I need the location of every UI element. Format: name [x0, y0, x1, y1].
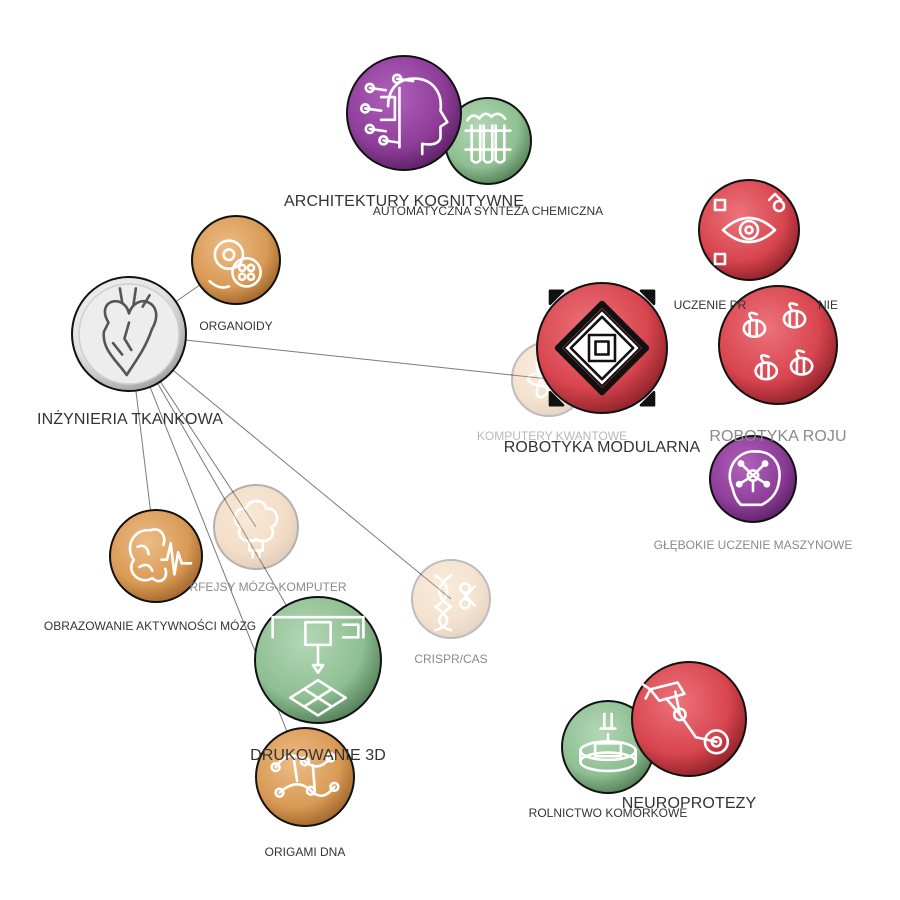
brain-head-icon	[359, 73, 449, 156]
node-label-uczenie-tail: NIE	[818, 298, 838, 312]
dna-origami-icon	[270, 752, 340, 798]
printer-3d-icon	[271, 615, 365, 717]
node-rolnictwo[interactable]	[561, 700, 655, 794]
node-label-organoidy: ORGANOIDY	[199, 319, 272, 333]
node-label-inzynieria: INŻYNIERIA TKANKOWA	[37, 409, 223, 428]
node-label-architektury: ARCHITEKTURY KOGNITYWNE	[284, 193, 524, 210]
node-circle-crispr[interactable]	[411, 559, 491, 639]
node-architektury[interactable]	[346, 55, 462, 171]
node-label-rolnictwo: ROLNICTWO KOMÓRKOWE	[529, 805, 688, 820]
node-inzynieria[interactable]	[71, 276, 187, 392]
node-origami[interactable]	[255, 727, 355, 827]
cells-icon	[208, 239, 262, 289]
swarm-bees-icon	[742, 302, 814, 381]
node-label-robotyka-roju: ROBOTYKA ROJU	[709, 428, 846, 445]
edge-inzynieria-komputery	[128, 333, 550, 380]
node-obrazowanie[interactable]	[109, 509, 203, 603]
node-label-robotyka-modularna: ROBOTYKA MODULARNA	[504, 439, 701, 456]
node-circle-origami[interactable]	[255, 727, 355, 827]
node-circle-glebokie[interactable]	[709, 435, 797, 523]
node-label-origami: ORIGAMI DNA	[265, 845, 346, 859]
node-circle-neuroprotezy[interactable]	[631, 661, 747, 777]
node-label-uczenie: UCZENIE PR	[674, 298, 747, 312]
node-crispr[interactable]	[411, 559, 491, 639]
edge-inzynieria-crispr	[128, 333, 452, 600]
node-circle-uczenie[interactable]	[698, 179, 800, 281]
node-organoidy[interactable]	[191, 215, 281, 305]
modular-diamond-icon	[548, 289, 656, 407]
node-label-komputery: KOMPUTERY KWANTOWE	[477, 429, 627, 443]
brain-wave-icon	[128, 528, 193, 583]
neural-head-icon	[728, 450, 781, 507]
node-glebokie[interactable]	[709, 435, 797, 523]
node-drukowanie[interactable]	[254, 596, 382, 724]
node-label-crispr: CRISPR/CAS	[414, 652, 487, 666]
heart-icon	[102, 287, 158, 377]
brain-chip-icon	[233, 499, 279, 559]
graph-nodes	[71, 55, 838, 827]
node-interfejsy[interactable]	[213, 484, 299, 570]
node-circle-organoidy[interactable]	[191, 215, 281, 305]
node-neuroprotezy[interactable]	[631, 661, 747, 777]
robotic-arm-icon	[642, 681, 730, 755]
node-circle-obrazowanie[interactable]	[109, 509, 203, 603]
node-automatyczna[interactable]	[444, 97, 532, 185]
node-uczenie[interactable]	[698, 179, 800, 281]
node-label-drukowanie: DRUKOWANIE 3D	[250, 747, 386, 764]
eye-cubes-icon	[713, 192, 786, 266]
test-tubes-icon	[464, 112, 512, 164]
dna-scissors-icon	[434, 574, 476, 632]
petri-dish-icon	[579, 712, 637, 773]
node-label-interfejsy: RFEJSY MÓZG-KOMPUTER	[189, 579, 346, 594]
node-robotyka-roju[interactable]	[718, 285, 838, 405]
node-label-automatyczna: AUTOMATYCZNA SYNTEZA CHEMICZNA	[373, 204, 603, 218]
node-circle-interfejsy[interactable]	[213, 484, 299, 570]
node-robotyka-modularna[interactable]	[536, 282, 668, 414]
node-label-neuroprotezy: NEUROPROTEZY	[622, 795, 757, 812]
node-label-obrazowanie: OBRAZOWANIE AKTYWNOŚCI MÓZG	[44, 618, 256, 633]
node-label-glebokie: GŁĘBOKIE UCZENIE MASZYNOWE	[654, 538, 853, 552]
